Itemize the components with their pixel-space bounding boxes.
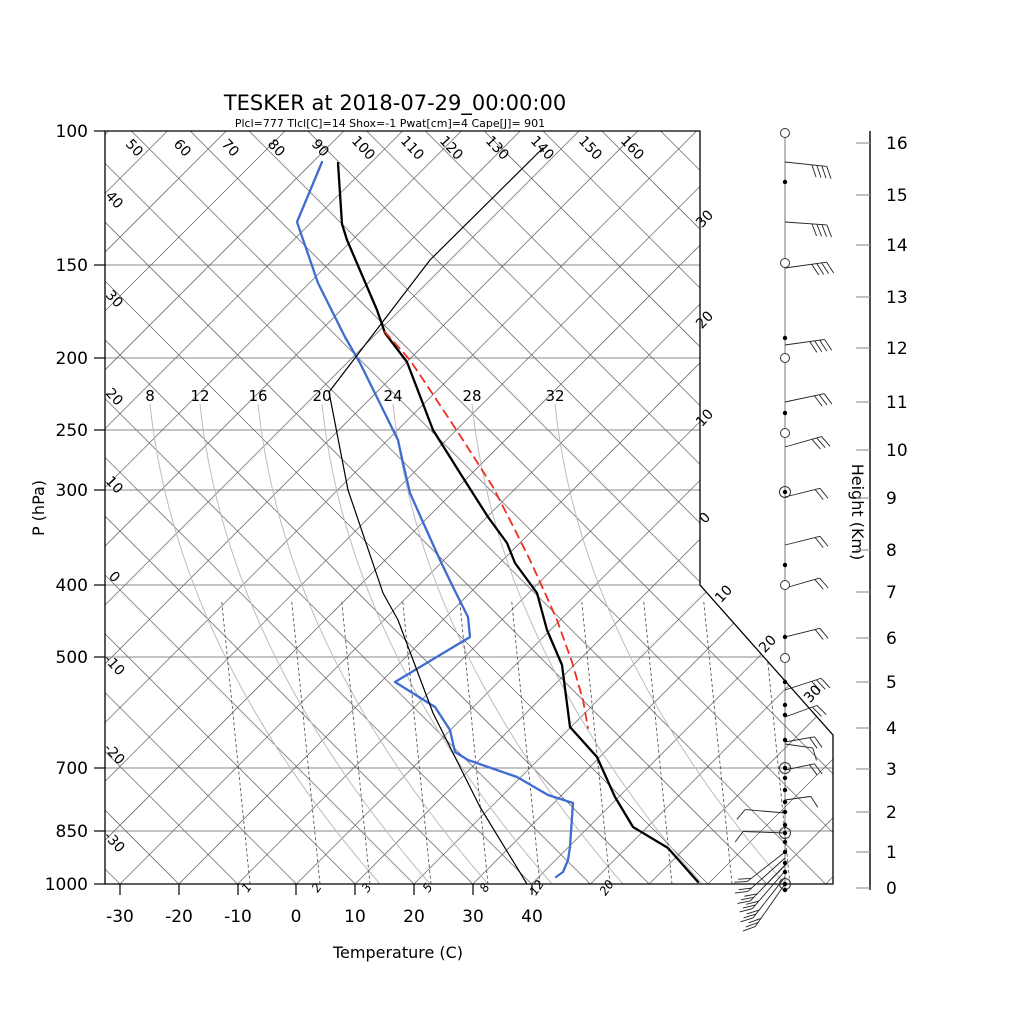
svg-text:300: 300 [56, 481, 88, 501]
svg-text:-30: -30 [106, 907, 134, 927]
svg-text:12: 12 [886, 339, 908, 359]
svg-text:20: 20 [597, 877, 617, 898]
svg-text:20: 20 [312, 387, 331, 405]
isotherm-right-labels: 30 20 10 0 [693, 207, 717, 527]
svg-text:130: 130 [482, 133, 512, 163]
chart-title: TESKER at 2018-07-29_00:00:00 [223, 91, 566, 116]
svg-text:150: 150 [575, 133, 605, 163]
svg-text:0: 0 [291, 907, 302, 927]
moist-adiabat-labels: 8 12 16 20 24 28 32 [145, 387, 564, 405]
svg-text:3: 3 [359, 881, 375, 895]
svg-text:5: 5 [420, 881, 436, 895]
svg-text:70: 70 [218, 136, 242, 160]
svg-text:30: 30 [462, 907, 484, 927]
svg-text:16: 16 [886, 134, 908, 154]
pressure-axis-label: P (hPa) [29, 480, 48, 536]
svg-text:2: 2 [309, 881, 325, 895]
svg-text:0: 0 [696, 510, 714, 527]
svg-text:4: 4 [886, 719, 897, 739]
parcel-dry-curve [328, 147, 544, 885]
svg-text:8: 8 [145, 387, 155, 405]
svg-text:700: 700 [56, 759, 88, 779]
svg-text:90: 90 [308, 136, 332, 160]
svg-text:60: 60 [170, 136, 194, 160]
svg-text:15: 15 [886, 186, 908, 206]
dewpoint-curve [295, 160, 575, 879]
dry-adiabat-top-labels: 50 60 70 80 90 100 110 120 130 140 150 160 [122, 133, 647, 163]
svg-text:12: 12 [190, 387, 209, 405]
svg-text:120: 120 [436, 133, 466, 163]
parcel-moist-curve [384, 331, 589, 729]
parcel-info-line: Plcl=777 Tlcl[C]=14 Shox=-1 Pwat[cm]=4 C… [235, 117, 545, 130]
svg-text:160: 160 [617, 133, 647, 163]
svg-text:0: 0 [886, 879, 897, 899]
svg-text:850: 850 [56, 822, 88, 842]
svg-text:500: 500 [56, 648, 88, 668]
temperature-curve [336, 161, 700, 884]
svg-text:40: 40 [521, 907, 543, 927]
svg-text:20: 20 [693, 308, 717, 332]
svg-text:9: 9 [886, 489, 897, 509]
svg-text:400: 400 [56, 576, 88, 596]
svg-text:10: 10 [886, 441, 908, 461]
svg-text:1: 1 [886, 843, 897, 863]
svg-text:2: 2 [886, 803, 897, 823]
svg-text:200: 200 [56, 349, 88, 369]
svg-text:-20: -20 [165, 907, 193, 927]
temperature-axis: -30 -20 -10 0 10 20 30 40 [106, 884, 543, 927]
svg-text:12: 12 [527, 877, 547, 898]
svg-text:5: 5 [886, 673, 897, 693]
svg-text:8: 8 [886, 541, 897, 561]
temperature-axis-label: Temperature (C) [332, 943, 463, 962]
svg-text:0: 0 [105, 569, 123, 586]
grid-lines [105, 131, 833, 884]
svg-text:10: 10 [344, 907, 366, 927]
svg-text:1000: 1000 [45, 875, 88, 895]
svg-text:20: 20 [403, 907, 425, 927]
svg-text:30: 30 [693, 207, 717, 231]
svg-text:-10: -10 [224, 907, 252, 927]
svg-text:11: 11 [886, 393, 908, 413]
wind-barb-column [734, 128, 835, 932]
svg-text:8: 8 [477, 880, 493, 895]
svg-text:32: 32 [545, 387, 564, 405]
svg-text:13: 13 [886, 288, 908, 308]
svg-text:24: 24 [383, 387, 402, 405]
svg-text:110: 110 [397, 133, 427, 163]
svg-text:7: 7 [886, 583, 897, 603]
pressure-axis: 100 150 200 250 300 400 500 700 850 1000 [45, 122, 105, 895]
svg-text:14: 14 [886, 236, 908, 256]
svg-text:100: 100 [56, 122, 88, 142]
svg-text:16: 16 [248, 387, 267, 405]
height-axis-label: Height (Km) [848, 464, 867, 561]
svg-text:50: 50 [122, 136, 146, 160]
svg-text:3: 3 [886, 760, 897, 780]
chart-generated-content: 50 60 70 80 90 100 110 120 130 140 150 160403020100… [45, 122, 908, 932]
svg-text:6: 6 [886, 629, 897, 649]
svg-text:28: 28 [462, 387, 481, 405]
svg-text:250: 250 [56, 421, 88, 441]
svg-text:150: 150 [56, 256, 88, 276]
svg-text:1: 1 [239, 881, 255, 895]
svg-text:10: 10 [693, 406, 717, 430]
svg-text:80: 80 [264, 136, 288, 160]
